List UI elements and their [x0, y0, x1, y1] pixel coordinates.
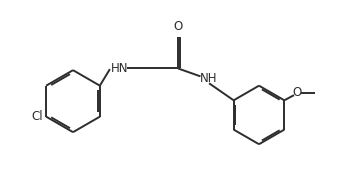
- Text: O: O: [293, 86, 302, 99]
- Text: O: O: [174, 20, 183, 33]
- Text: Cl: Cl: [32, 110, 44, 123]
- Text: NH: NH: [200, 72, 218, 85]
- Text: HN: HN: [111, 62, 128, 75]
